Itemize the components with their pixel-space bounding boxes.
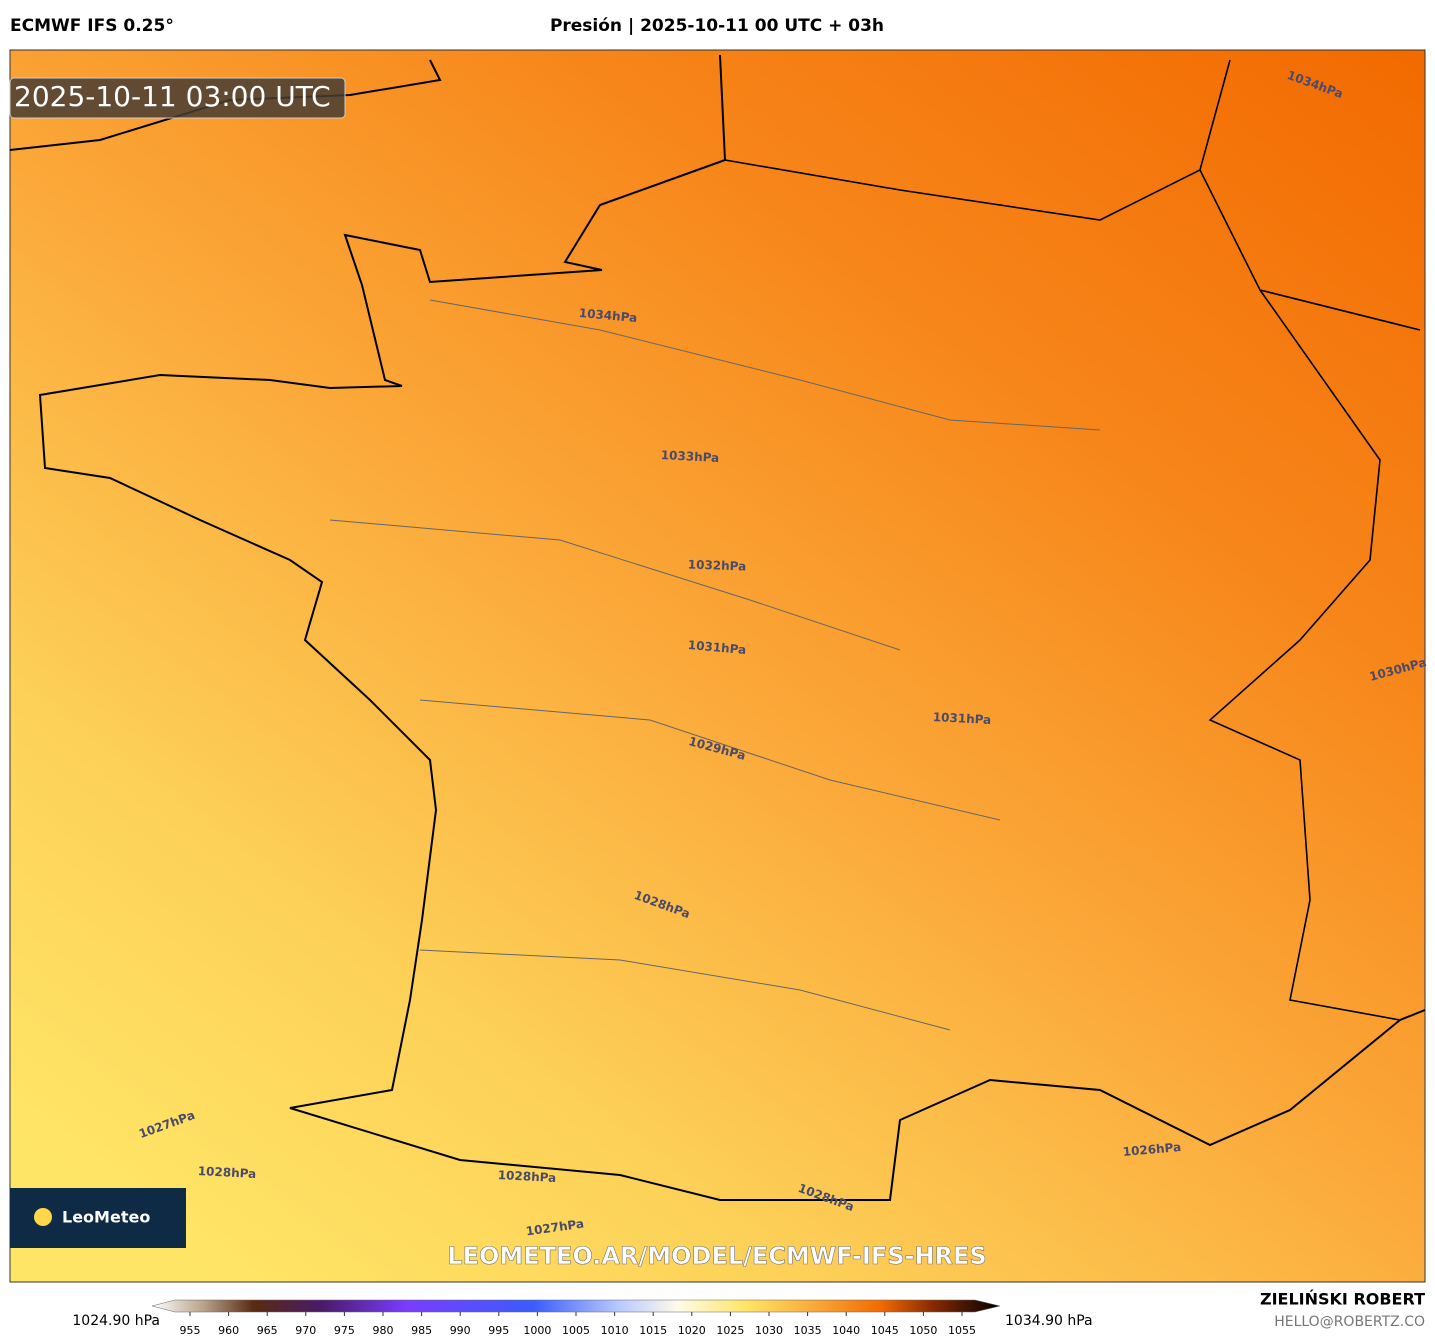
colorbar-tick-label: 1015 [639,1324,667,1337]
watermark: LEOMETEO.AR/MODEL/ECMWF-IFS-HRES [447,1242,986,1270]
author: ZIELIŃSKI ROBERT [1260,1290,1425,1309]
colorbar-tick-label: 1010 [601,1324,629,1337]
isobar-label: 1031hPa [687,638,747,657]
colorbar-tick-label: 1050 [909,1324,937,1337]
logo: LeoMeteo [62,1208,150,1227]
timestamp-box [9,77,346,119]
email: HELLO@ROBERTZ.CO [1274,1314,1425,1330]
colorbar: 1024.90 hPa 1034.90 hPa 955 960 965 970 975 9… [72,1299,1093,1337]
colorbar-tick-label: 975 [334,1324,355,1337]
colorbar-tick-label: 1030 [755,1324,783,1337]
colorbar-tick-label: 980 [373,1324,394,1337]
coastline [38,54,1426,1201]
colorbar-tick-label: 995 [488,1324,509,1337]
colorbar-tick-label: 955 [180,1324,201,1337]
colorbar-tick-label: 1005 [562,1324,590,1337]
region-lines [329,299,1101,1031]
colorbar-tick-label: 1000 [523,1324,551,1337]
colorbar-tick-label: 990 [450,1324,471,1337]
colorbar-tick-label: 1025 [716,1324,744,1337]
logo-sun [34,1208,52,1226]
map-field [9,49,1426,1283]
isobar-label: 1034hPa [578,306,638,325]
colorbar-tick-label: 1035 [794,1324,822,1337]
isobar-label: 1026hPa [1122,1140,1182,1159]
colorbar-ramp [151,1299,1001,1313]
colorbar-max: 1034.90 hPa [1005,1313,1093,1329]
colorbar-tick-label: 1040 [832,1324,860,1337]
colorbar-tick-label: 965 [257,1324,278,1337]
isobar-label: 1028hPa [497,1168,556,1185]
border [724,59,1421,1021]
colorbar-min: 1024.90 hPa [72,1313,160,1329]
model-name: ECMWF IFS 0.25° [10,16,174,36]
colorbar-tick-label: 960 [218,1324,239,1337]
isobar-label: 1028hPa [197,1164,256,1181]
isobar-label: 1031hPa [932,710,991,727]
map-title: Presión | 2025-10-11 00 UTC + 03h [550,16,884,36]
colorbar-tick-label: 985 [411,1324,432,1337]
isobar-label: 1033hPa [660,448,719,465]
isobar-label: 1032hPa [688,557,747,573]
colorbar-tick-label: 1020 [678,1324,706,1337]
colorbar-tick-label: 1045 [871,1324,899,1337]
colorbar-tick-label: 970 [295,1324,316,1337]
timestamp: 2025-10-11 03:00 UTC [14,80,331,113]
colorbar-tick-label: 1055 [948,1324,976,1337]
map: 2025-10-11 03:00 UTC 1034hPa1034hPa1033h… [9,49,1428,1283]
